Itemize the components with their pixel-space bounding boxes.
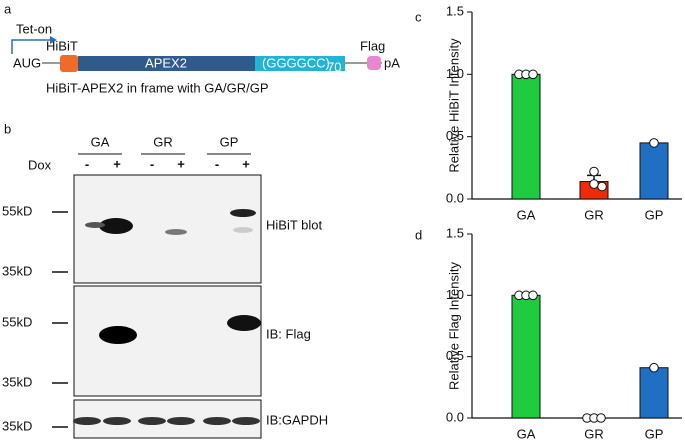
blot-label: IB: Flag bbox=[266, 326, 311, 341]
lane: + bbox=[177, 156, 185, 171]
group: GP bbox=[220, 134, 239, 149]
arrow-head bbox=[50, 36, 57, 44]
apex2-box bbox=[78, 56, 255, 71]
band bbox=[232, 417, 260, 425]
lane: - bbox=[150, 156, 154, 171]
bg bbox=[382, 54, 412, 72]
treatment: Dox bbox=[28, 157, 52, 172]
band bbox=[99, 218, 133, 234]
point bbox=[589, 179, 599, 189]
flag-box bbox=[367, 56, 381, 70]
y-tick-label: 1.5 bbox=[446, 225, 464, 240]
blot-panel bbox=[73, 285, 262, 397]
tag1: HiBiT bbox=[46, 38, 78, 53]
tag2: Flag bbox=[360, 38, 385, 53]
point bbox=[649, 138, 659, 148]
y-tick-label: 0.5 bbox=[446, 348, 464, 363]
panel-label: d bbox=[415, 227, 422, 242]
promoter: Tet-on bbox=[16, 21, 52, 36]
x-tick-label: GR bbox=[584, 426, 604, 441]
point bbox=[597, 181, 607, 192]
lane: - bbox=[85, 156, 89, 171]
marker: 35kD bbox=[2, 263, 32, 278]
marker: 55kD bbox=[2, 314, 32, 329]
band bbox=[99, 326, 137, 344]
marker: 55kD bbox=[2, 203, 32, 218]
panel-label: b bbox=[4, 121, 11, 136]
bar bbox=[511, 294, 541, 419]
marker: 35kD bbox=[2, 374, 32, 389]
x-tick-label: GA bbox=[517, 426, 536, 441]
bar bbox=[639, 367, 669, 419]
bar bbox=[639, 142, 669, 200]
y-tick-label: 0.0 bbox=[446, 409, 464, 424]
point bbox=[589, 166, 599, 177]
band bbox=[85, 222, 105, 228]
band bbox=[203, 417, 231, 425]
point bbox=[528, 69, 538, 80]
y-label: Relative HiBiT Intensity bbox=[446, 38, 461, 173]
charts: Relative HiBiT Intensity 0.0 0.5 1.0 1.5 GA GR… bbox=[446, 3, 682, 441]
blot-panel bbox=[73, 399, 262, 439]
x-tick-label: GP bbox=[645, 207, 664, 222]
repeat-sub: 70 bbox=[327, 59, 341, 74]
y-tick-label: 0.0 bbox=[446, 190, 464, 205]
y-tick-label: 1.0 bbox=[446, 287, 464, 302]
start: AUG bbox=[13, 55, 41, 70]
hibit-box bbox=[60, 55, 78, 72]
caption: HiBiT-APEX2 in frame with GA/GR/GP bbox=[46, 80, 269, 95]
lane: - bbox=[215, 156, 219, 171]
bar bbox=[511, 73, 541, 200]
y-tick-label: 0.5 bbox=[446, 128, 464, 143]
band bbox=[233, 227, 253, 233]
point bbox=[528, 290, 538, 301]
lane: + bbox=[242, 156, 250, 171]
band bbox=[230, 209, 256, 217]
blot: GA GR GP Dox - + - + - + HiBiT blot 55kD 35kD IB: Fla… bbox=[2, 134, 328, 439]
band bbox=[165, 229, 187, 235]
blot-label: IB:GAPDH bbox=[266, 412, 328, 427]
point bbox=[596, 413, 606, 423]
band bbox=[138, 417, 166, 425]
y-tick-label: 1.5 bbox=[446, 3, 464, 18]
panel-label: a bbox=[4, 1, 12, 16]
group: GR bbox=[153, 134, 173, 149]
band bbox=[73, 417, 101, 425]
repeat: (GGGGCC) bbox=[262, 55, 330, 70]
y-label: Relative Flag Intensity bbox=[446, 262, 461, 390]
bg bbox=[0, 54, 42, 72]
repeat-box bbox=[255, 56, 345, 71]
marker: 35kD bbox=[2, 418, 32, 433]
lane: + bbox=[113, 156, 121, 171]
x-tick-label: GP bbox=[645, 426, 664, 441]
y-tick-label: 1.0 bbox=[446, 66, 464, 81]
panel-label: c bbox=[415, 9, 422, 24]
body: APEX2 bbox=[145, 55, 187, 70]
point bbox=[649, 362, 659, 373]
blot-label: HiBiT blot bbox=[266, 217, 323, 232]
x-tick-label: GA bbox=[517, 207, 536, 222]
band bbox=[167, 417, 195, 425]
tail: pA bbox=[384, 55, 400, 70]
x-tick-label: GR bbox=[584, 207, 604, 222]
band bbox=[103, 417, 131, 425]
group: GA bbox=[91, 134, 110, 149]
band bbox=[227, 315, 261, 331]
